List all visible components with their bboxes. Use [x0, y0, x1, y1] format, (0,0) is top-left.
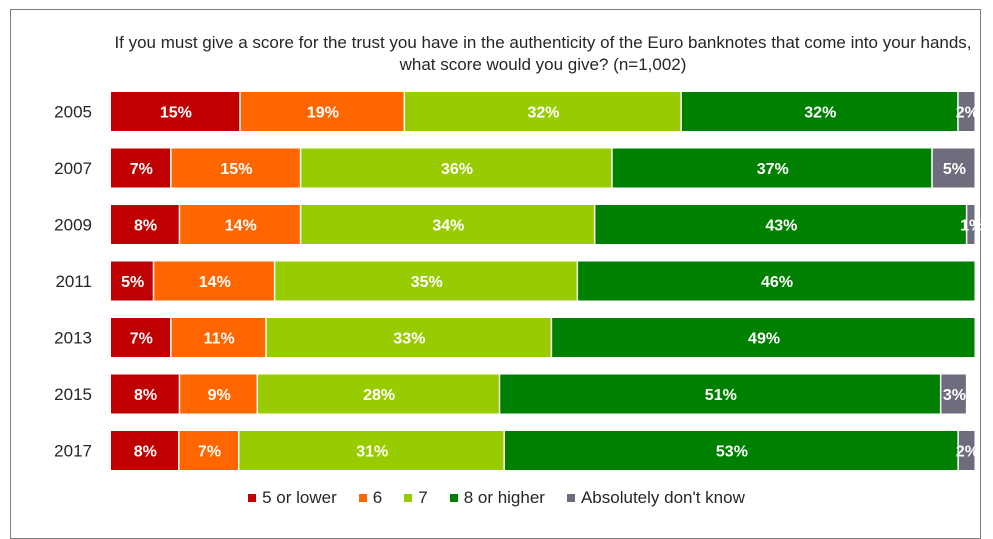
bar-2015-series-0 [111, 374, 179, 414]
data-label-2005-series-0: 15% [160, 105, 192, 122]
data-label-2015-series-4: 3% [943, 387, 966, 404]
data-label-2005-series-1: 19% [307, 105, 339, 122]
data-label-2015-series-2: 28% [363, 387, 395, 404]
bar-2017-series-1 [179, 431, 238, 470]
bar-2015-series-4 [941, 374, 966, 414]
bar-2009-series-1 [180, 205, 300, 244]
legend-swatch-4 [566, 494, 575, 502]
data-label-2007-series-3: 37% [757, 161, 789, 178]
data-label-2009-series-3: 43% [765, 218, 797, 235]
legend-swatch-3 [449, 494, 458, 502]
bar-2015-series-3 [500, 374, 940, 414]
data-label-2017-series-2: 31% [356, 444, 388, 461]
data-label-2013-series-3: 49% [748, 331, 780, 348]
data-label-2007-series-0: 7% [130, 161, 153, 178]
category-label-2005: 2005 [54, 103, 92, 122]
data-label-2013-series-0: 7% [130, 331, 153, 348]
data-label-2005-series-2: 32% [527, 105, 559, 122]
data-label-2007-series-2: 36% [441, 161, 473, 178]
data-label-2007-series-1: 15% [220, 161, 252, 178]
legend-swatch-2 [404, 494, 413, 502]
bar-2007-series-3 [612, 148, 932, 188]
bar-2007-series-0 [111, 148, 171, 188]
bar-2009-series-3 [595, 205, 966, 244]
legend-item-3: 8 or higher [449, 488, 545, 508]
legend-swatch-1 [358, 494, 367, 502]
bar-2005-series-3 [681, 92, 958, 131]
bar-2015-series-2 [258, 374, 499, 414]
data-label-2015-series-0: 8% [134, 387, 157, 404]
category-label-2007: 2007 [54, 159, 92, 178]
data-label-2015-series-3: 51% [705, 387, 737, 404]
bar-2007-series-1 [171, 148, 300, 188]
data-label-2011-series-2: 35% [411, 274, 443, 291]
category-label-2015: 2015 [54, 385, 92, 404]
category-label-2011: 2011 [55, 272, 92, 291]
bar-2013-series-2 [266, 318, 551, 357]
data-label-2017-series-1: 7% [198, 444, 221, 461]
bar-2013-series-3 [552, 318, 975, 357]
category-label-2013: 2013 [54, 329, 92, 348]
legend-label-1: 6 [372, 488, 383, 507]
data-label-2017-series-4: 2% [956, 444, 979, 461]
bar-2017-series-2 [239, 431, 504, 470]
legend-label-2: 7 [418, 488, 428, 507]
bar-2017-series-4 [958, 431, 975, 470]
data-label-2007-series-4: 5% [943, 161, 966, 178]
legend-item-2: 7 [404, 488, 428, 508]
data-label-2009-series-4: 1% [960, 218, 983, 235]
bar-2009-series-2 [301, 205, 594, 244]
legend-label-0: 5 or lower [262, 488, 337, 507]
bar-2005-series-1 [240, 92, 404, 131]
data-label-2011-series-3: 46% [761, 274, 793, 291]
legend-swatch-0 [248, 494, 257, 502]
bar-2011-series-3 [578, 261, 975, 301]
chart-legend: 5 or lower 6 7 8 or higher Absolutely don't … [0, 486, 993, 510]
data-label-2011-series-1: 14% [199, 274, 231, 291]
bar-2015-series-1 [180, 374, 257, 414]
bar-2013-series-0 [111, 318, 171, 357]
data-label-2009-series-1: 14% [225, 218, 257, 235]
bar-2017-series-0 [111, 431, 179, 470]
bar-2011-series-2 [275, 261, 577, 301]
data-label-2013-series-1: 11% [204, 331, 235, 348]
data-label-2005-series-4: 2% [956, 105, 979, 122]
bar-2009-series-4 [967, 205, 975, 244]
data-label-2009-series-2: 34% [432, 218, 464, 235]
data-label-2011-series-0: 5% [121, 274, 144, 291]
bar-2009-series-0 [111, 205, 179, 244]
data-label-2017-series-0: 8% [134, 444, 157, 461]
data-label-2013-series-2: 33% [393, 331, 425, 348]
bar-2013-series-1 [171, 318, 266, 357]
data-label-2009-series-0: 8% [134, 218, 157, 235]
bar-2007-series-4 [932, 148, 975, 188]
chart-title: If you must give a score for the trust y… [114, 33, 972, 74]
bar-2005-series-0 [111, 92, 240, 131]
chart-plot: 2005 15% 19% 32% 32% 2% 2007 7% 15% 36% 37% 5% 2009 8… [54, 92, 983, 470]
legend-label-4: Absolutely don't know [580, 488, 745, 507]
bar-2011-series-0 [111, 261, 153, 301]
data-label-2005-series-3: 32% [804, 105, 836, 122]
legend-item-0: 5 or lower [248, 488, 337, 508]
legend-item-4: Absolutely don't know [566, 488, 745, 508]
legend-item-1: 6 [358, 488, 383, 508]
legend-label-3: 8 or higher [463, 488, 545, 507]
bar-2005-series-4 [958, 92, 975, 131]
data-label-2017-series-3: 53% [716, 444, 748, 461]
category-label-2009: 2009 [54, 216, 92, 235]
category-label-2017: 2017 [54, 442, 92, 461]
bar-2007-series-2 [301, 148, 612, 188]
data-label-2015-series-1: 9% [208, 387, 231, 404]
bar-2005-series-2 [405, 92, 681, 131]
bar-2011-series-1 [154, 261, 274, 301]
bar-2017-series-3 [504, 431, 958, 470]
